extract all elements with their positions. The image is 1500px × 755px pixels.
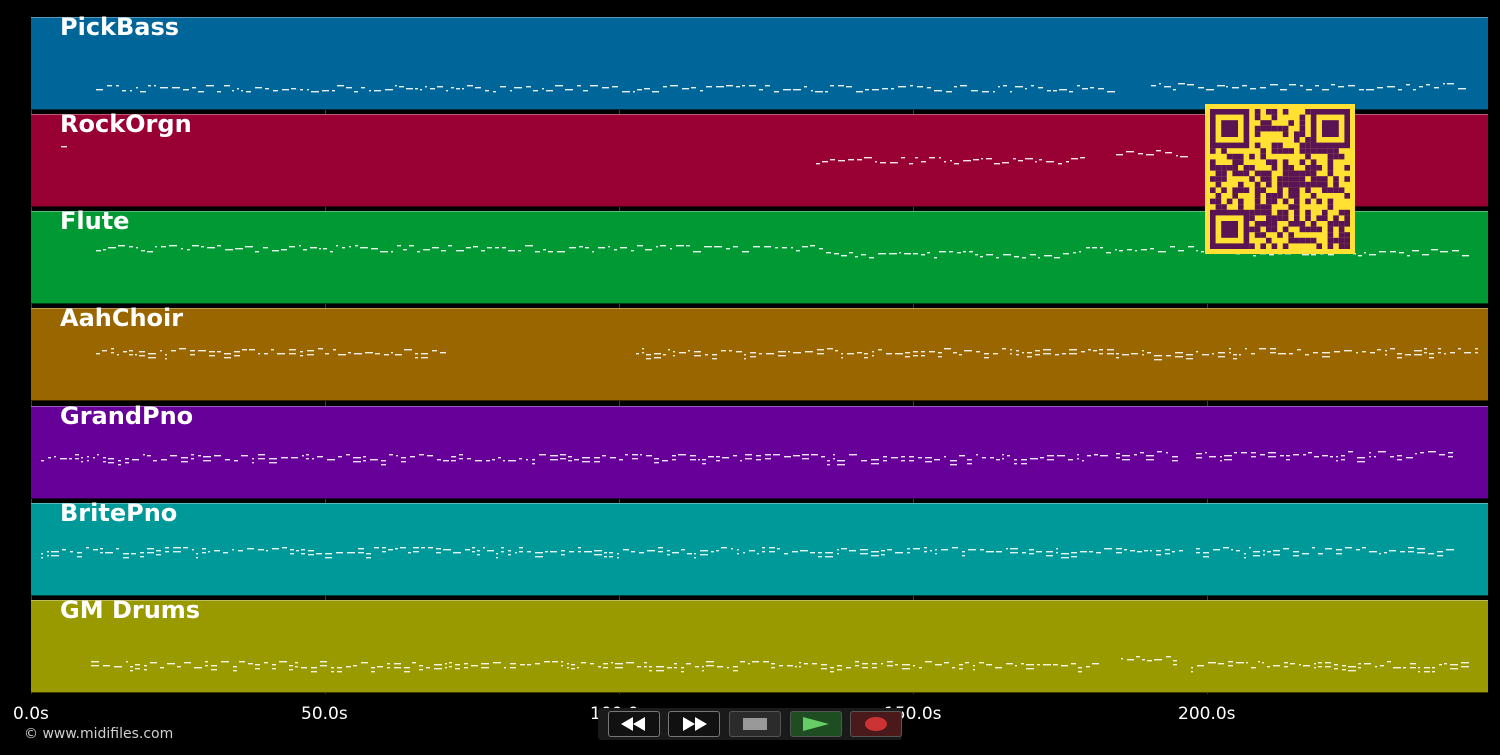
note-strip (41, 547, 1454, 559)
track-pickbass[interactable]: PickBass (31, 13, 1488, 110)
play-button[interactable] (790, 711, 842, 737)
note-strip (96, 348, 1478, 361)
record-button[interactable] (850, 711, 902, 737)
rewind-icon (621, 717, 645, 731)
play-icon (803, 717, 829, 731)
copyright-credit: © www.midifiles.com (24, 726, 174, 742)
note-strip (91, 656, 1469, 673)
track-name: GM Drums (60, 596, 201, 624)
fast-forward-icon (683, 717, 707, 731)
stop-icon (743, 718, 767, 730)
track-grandpno[interactable]: GrandPno (31, 402, 1488, 499)
track-name: Flute (60, 207, 130, 235)
track-name: GrandPno (60, 402, 194, 430)
record-icon (865, 717, 887, 731)
fast-forward-button[interactable] (668, 711, 720, 737)
track-name: RockOrgn (60, 110, 192, 138)
note-strip (96, 83, 1466, 93)
time-tick: 0.0s (13, 704, 49, 724)
track-gm-drums[interactable]: GM Drums (31, 596, 1488, 693)
qr-code (1205, 104, 1355, 254)
stop-button[interactable] (729, 711, 781, 737)
track-britepno[interactable]: BritePno (31, 499, 1488, 596)
track-aahchoir[interactable]: AahChoir (31, 304, 1488, 401)
rewind-button[interactable] (608, 711, 660, 737)
time-tick: 50.0s (301, 704, 348, 724)
track-name: AahChoir (60, 304, 184, 332)
time-tick: 200.0s (1178, 704, 1236, 724)
note-strip (41, 451, 1453, 466)
transport-controls (598, 708, 902, 740)
track-name: BritePno (60, 499, 178, 527)
track-name: PickBass (60, 13, 180, 41)
note-strip (61, 146, 1188, 165)
